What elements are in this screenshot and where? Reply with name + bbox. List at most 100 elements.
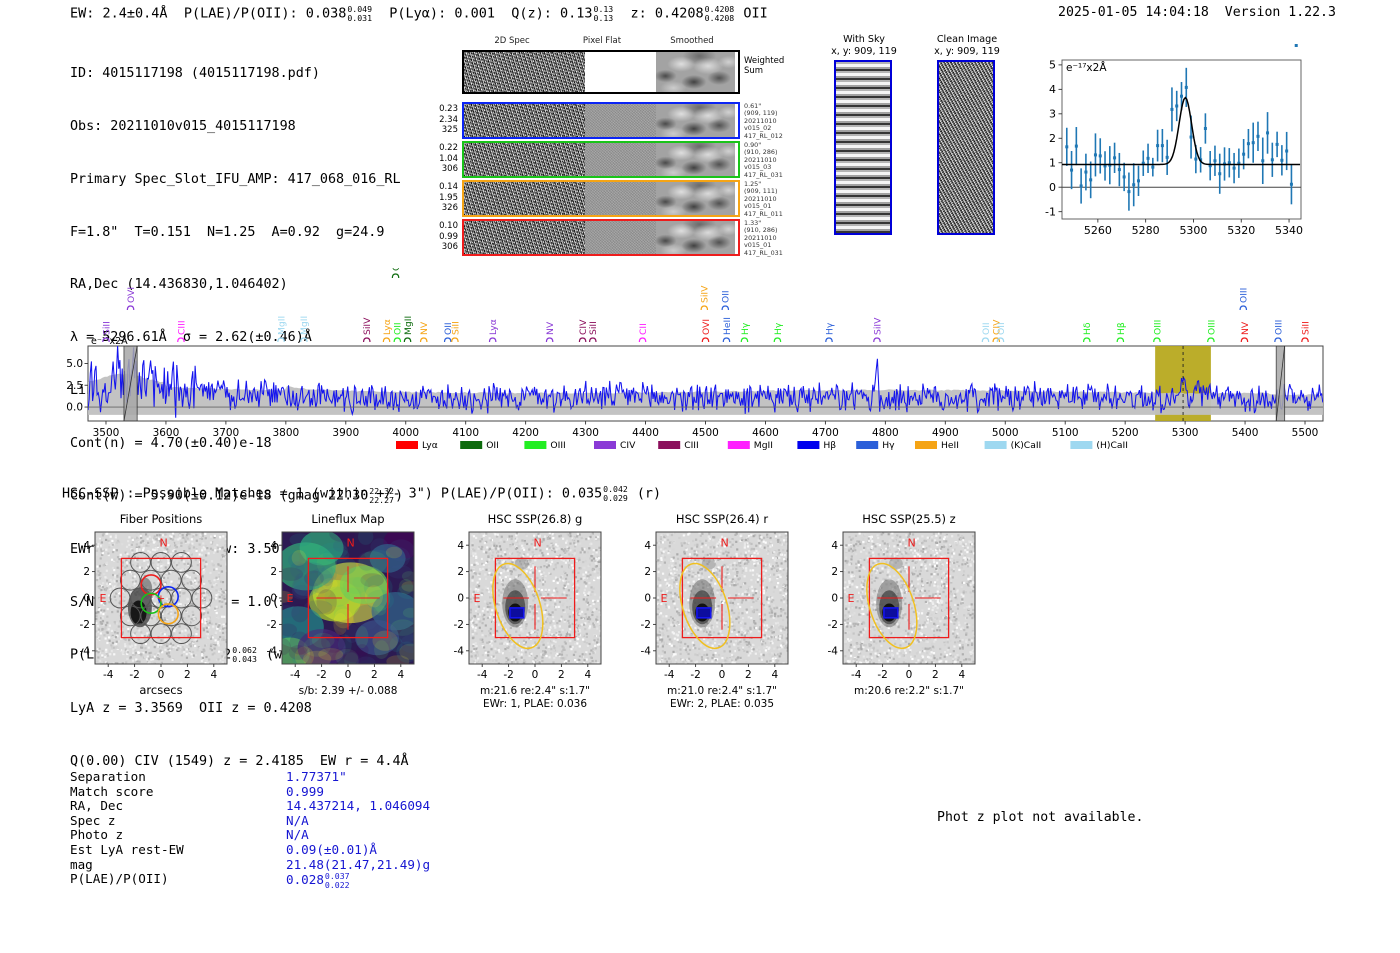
svg-text:+: + <box>157 594 165 605</box>
line-marker-brace <box>177 337 185 343</box>
svg-text:2: 2 <box>184 669 191 681</box>
match-table-key: Match score <box>70 783 154 799</box>
svg-text:4100: 4100 <box>452 427 479 439</box>
hsc-header-frac: 0.042 0.029 <box>603 484 628 503</box>
svg-text:-2: -2 <box>267 619 277 631</box>
with-sky-image <box>834 60 892 235</box>
line-marker-label: OII <box>721 290 732 303</box>
line-marker-brace <box>1239 305 1248 311</box>
weighted-sum-row <box>462 50 740 94</box>
svg-text:2: 2 <box>1049 132 1056 145</box>
svg-text:e⁻¹⁷x2Å: e⁻¹⁷x2Å <box>1066 61 1107 74</box>
svg-text:2: 2 <box>270 566 277 578</box>
svg-text:1: 1 <box>1049 156 1056 169</box>
line-marker-brace <box>700 305 709 311</box>
fiber-row[interactable] <box>462 141 740 178</box>
compass-east-label: E <box>286 592 293 605</box>
match-table-row: mag 21.48(21.47,21.49)g <box>70 857 430 873</box>
with-sky-coords: x, y: 909, 119 <box>831 46 897 57</box>
svg-text:4: 4 <box>584 669 591 681</box>
match-table-key: RA, Dec <box>70 798 124 814</box>
cutout-clean-image: Clean Image x, y: 909, 119 <box>920 34 1014 235</box>
svg-text:-4: -4 <box>80 645 91 657</box>
hsc-header-band: (r) <box>636 486 662 502</box>
line-marker-label: Lyα <box>382 319 393 335</box>
svg-text:2: 2 <box>457 566 464 578</box>
fiber-right-meta: 0.90" (910, 286) 20211010 v015_03 417_RL_031 <box>744 141 783 179</box>
line-marker-brace <box>578 337 587 343</box>
line-marker-brace <box>773 337 782 343</box>
line-marker-label: SiIV <box>700 285 711 303</box>
match-table-value: 0.09(±0.01)Å <box>286 841 377 857</box>
compass-north-label: N <box>908 537 916 550</box>
match-details-table: Separation 1.77371" Match score 0.999 RA, De… <box>70 769 431 889</box>
legend-label: (K)CaII <box>1011 440 1042 451</box>
match-table-key: Est LyA rest-EW <box>70 841 184 857</box>
line-marker-brace <box>1274 337 1282 343</box>
svg-text:4600: 4600 <box>752 427 779 439</box>
line-marker-brace <box>992 337 1001 343</box>
svg-text:4: 4 <box>83 540 90 552</box>
line-marker-brace <box>996 337 1005 343</box>
info-obs: Obs: 20211010v015_4015117198 <box>70 118 296 134</box>
line-marker-label: OVI <box>126 287 137 303</box>
fiber-row[interactable] <box>462 102 740 139</box>
line-marker-brace <box>443 337 452 343</box>
svg-text:5200: 5200 <box>1112 427 1139 439</box>
svg-text:5.0: 5.0 <box>66 358 83 370</box>
legend-label: HeII <box>941 440 959 451</box>
svg-text:-4: -4 <box>454 645 465 657</box>
fiber-right-meta: 1.25" (909, 111) 20211010 v015_01 417_RL_011 <box>744 180 783 218</box>
compass-north-label: N <box>347 537 355 550</box>
legend-label: MgII <box>754 440 773 451</box>
line-marker-brace <box>1207 337 1215 343</box>
svg-text:5100: 5100 <box>1052 427 1079 439</box>
match-table-row: Separation 1.77371" <box>70 769 430 785</box>
header-plya: P(Lyα): 0.001 <box>389 5 495 22</box>
main-spectrum-plot: 0.0 2.5 5.0 3500 3600 3700 3800 3900 4000 4100 420… <box>66 268 1324 451</box>
fiber-row[interactable] <box>462 180 740 217</box>
timestamp: 2025-01-05 14:04:18 <box>1058 5 1209 20</box>
line-marker-label: SiII <box>101 321 112 335</box>
compass-north-label: N <box>534 537 542 550</box>
svg-text:5400: 5400 <box>1232 427 1259 439</box>
info-id: ID: 4015117198 (4015117198.pdf) <box>70 66 320 82</box>
match-table-value: 14.437214, 1.046094 <box>286 798 431 814</box>
svg-text:3: 3 <box>1049 107 1056 120</box>
svg-text:5300: 5300 <box>1179 224 1207 237</box>
version-number: Version 1.22.3 <box>1224 5 1336 20</box>
weighted-sum-label: Weighted Sum <box>744 56 785 76</box>
col-title-pixelflat: Pixel Flat <box>582 36 622 46</box>
line-marker-brace <box>362 337 371 343</box>
line-marker-brace <box>300 337 308 343</box>
svg-text:4900: 4900 <box>932 427 959 439</box>
match-table-row: Photo z N/A <box>70 828 430 843</box>
line-marker-brace <box>873 337 881 343</box>
fiber-row[interactable] <box>462 219 740 256</box>
line-marker-label: SiIV <box>362 317 373 335</box>
line-marker-brace <box>1116 337 1125 343</box>
svg-text:4800: 4800 <box>872 427 899 439</box>
line-fit-plot: -1 0 1 2 3 4 5 5260 5280 5300 5320 5340 e⁻¹⁷x2Å <box>1045 44 1303 237</box>
line-marker-brace <box>1240 337 1249 343</box>
svg-text:-2: -2 <box>316 669 326 681</box>
svg-text:5300: 5300 <box>1172 427 1199 439</box>
compass-east-label: E <box>473 592 480 605</box>
hsc-panel-title: HSC SSP(26.8) g <box>488 512 583 526</box>
header-qz-frac: 0.13 0.13 <box>593 4 614 23</box>
line-marker-brace <box>488 337 497 343</box>
line-marker-label: OIII <box>1152 320 1163 335</box>
hsc-image-panels: Fiber Positions + N E -4 -4 -2 -2 0 0 2 2 4 4 arcsecs L… <box>80 512 976 710</box>
line-marker-brace <box>1153 337 1161 343</box>
match-table-key: P(LAE)/P(OII) <box>70 871 169 887</box>
line-marker-brace <box>102 337 110 343</box>
match-table-key: Photo z <box>70 827 124 843</box>
svg-text:0: 0 <box>83 593 90 605</box>
fiber-left-stats: 0.23 2.34 325 <box>439 104 458 135</box>
svg-text:-2: -2 <box>80 619 90 631</box>
line-marker-brace <box>588 337 597 343</box>
line-marker-brace <box>451 337 459 343</box>
line-marker-label: SiII <box>588 321 599 335</box>
info-redshifts: LyA z = 3.3569 OII z = 0.4208 <box>70 700 312 716</box>
svg-text:0: 0 <box>1049 181 1056 194</box>
